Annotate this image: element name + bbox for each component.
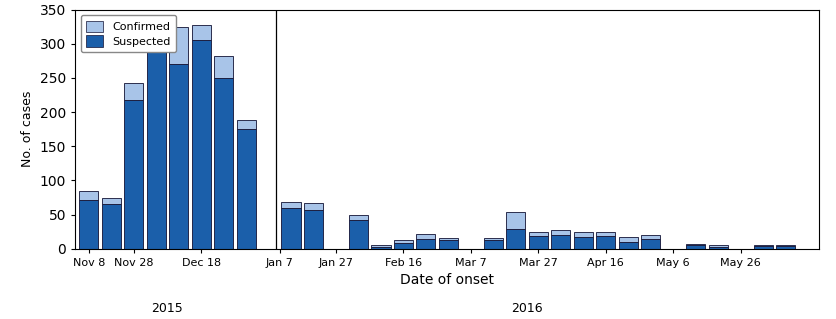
Bar: [416, 239, 436, 249]
Bar: [102, 204, 120, 249]
Bar: [282, 202, 301, 208]
Bar: [619, 242, 638, 249]
Bar: [641, 235, 660, 239]
Bar: [709, 247, 727, 249]
Bar: [484, 238, 503, 240]
Bar: [191, 40, 211, 249]
Bar: [416, 234, 436, 239]
Bar: [596, 236, 615, 249]
Bar: [282, 208, 301, 249]
Bar: [709, 245, 727, 247]
Bar: [237, 129, 256, 249]
Bar: [507, 212, 525, 229]
Bar: [102, 197, 120, 204]
Bar: [573, 236, 593, 249]
Bar: [528, 236, 548, 249]
X-axis label: Date of onset: Date of onset: [400, 273, 494, 287]
Text: 2015: 2015: [151, 301, 183, 315]
Bar: [641, 239, 660, 249]
Bar: [79, 191, 99, 200]
Bar: [507, 229, 525, 249]
Text: 2016: 2016: [512, 301, 543, 315]
Bar: [484, 240, 503, 249]
Bar: [79, 200, 99, 249]
Bar: [371, 245, 390, 247]
Bar: [124, 100, 143, 249]
Bar: [394, 240, 413, 243]
Bar: [191, 25, 211, 40]
Bar: [686, 245, 706, 249]
Bar: [551, 235, 570, 249]
Legend: Confirmed, Suspected: Confirmed, Suspected: [81, 15, 176, 52]
Bar: [439, 238, 458, 240]
Bar: [776, 246, 795, 249]
Bar: [304, 210, 323, 249]
Bar: [169, 27, 188, 64]
Bar: [528, 233, 548, 236]
Y-axis label: No. of cases: No. of cases: [21, 91, 34, 167]
Bar: [169, 64, 188, 249]
Bar: [146, 27, 166, 47]
Bar: [596, 233, 615, 236]
Bar: [753, 246, 772, 249]
Bar: [349, 215, 368, 220]
Bar: [686, 244, 706, 245]
Bar: [214, 78, 233, 249]
Bar: [214, 56, 233, 78]
Bar: [124, 83, 143, 100]
Bar: [371, 247, 390, 249]
Bar: [146, 47, 166, 249]
Bar: [753, 245, 772, 246]
Bar: [619, 236, 638, 242]
Bar: [304, 203, 323, 210]
Bar: [394, 243, 413, 249]
Bar: [551, 230, 570, 235]
Bar: [439, 240, 458, 249]
Bar: [349, 220, 368, 249]
Bar: [776, 245, 795, 246]
Bar: [573, 233, 593, 236]
Bar: [237, 120, 256, 129]
